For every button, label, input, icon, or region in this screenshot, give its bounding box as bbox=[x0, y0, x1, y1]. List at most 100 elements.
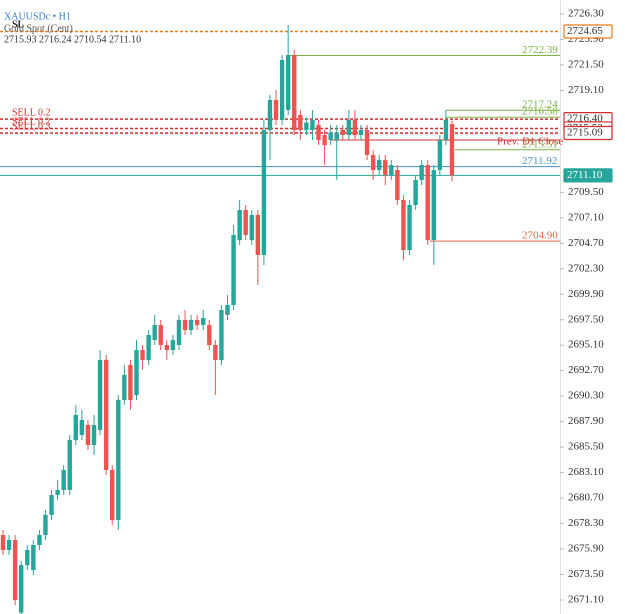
candle-body bbox=[61, 469, 66, 491]
candle-body bbox=[67, 440, 72, 491]
y-tick-label: 2690.30 bbox=[568, 390, 604, 402]
candle-body bbox=[328, 132, 333, 141]
candle-body bbox=[322, 135, 327, 146]
candle-body bbox=[364, 130, 370, 155]
order-label: SELL 0.3 bbox=[12, 121, 51, 132]
candle-body bbox=[389, 165, 394, 176]
candle-body bbox=[340, 130, 345, 136]
price-box bbox=[563, 125, 613, 141]
y-tick-label: 2687.90 bbox=[568, 415, 604, 427]
candle-body bbox=[134, 349, 139, 396]
level-price: 2722.39 bbox=[522, 44, 558, 56]
sl-label: SL bbox=[12, 19, 25, 30]
candle-body bbox=[267, 99, 273, 131]
candle-body bbox=[273, 99, 279, 120]
candle-body bbox=[249, 214, 254, 241]
candle-body bbox=[395, 170, 400, 200]
candle-body bbox=[182, 319, 188, 331]
candle-body bbox=[346, 119, 352, 136]
y-tick-label: 2695.10 bbox=[568, 339, 604, 351]
y-tick-label: 2709.50 bbox=[568, 186, 604, 198]
candle-body bbox=[358, 130, 364, 136]
level-price: 2704.90 bbox=[522, 230, 558, 242]
candle-body bbox=[73, 414, 79, 441]
candle-body bbox=[194, 319, 200, 326]
order-label: SELL 0.2 bbox=[12, 107, 51, 118]
candle-body bbox=[0, 535, 6, 550]
candle-body bbox=[243, 209, 248, 236]
candle-body bbox=[225, 304, 230, 315]
candle-body bbox=[6, 540, 12, 550]
level-price: 2716.58 bbox=[522, 106, 558, 118]
candle-body bbox=[407, 204, 412, 250]
candle-body bbox=[219, 309, 224, 360]
candle-body bbox=[449, 124, 455, 176]
candle-body bbox=[188, 319, 194, 331]
candle-body bbox=[49, 495, 54, 515]
candle-body bbox=[116, 399, 121, 520]
candle-body bbox=[164, 345, 170, 350]
candle-body bbox=[383, 160, 388, 176]
candle-body bbox=[376, 160, 382, 171]
candle-body bbox=[310, 119, 315, 131]
candle-body bbox=[279, 59, 285, 120]
candle-body bbox=[352, 119, 358, 136]
candle-body bbox=[443, 119, 449, 141]
candle-body bbox=[25, 549, 30, 566]
candle-body bbox=[122, 374, 127, 400]
candle-body bbox=[201, 318, 206, 326]
y-tick-label: 2692.70 bbox=[568, 364, 604, 376]
ohlc: 2715.93 2716.24 2710.54 2711.10 bbox=[4, 34, 141, 45]
y-tick-label: 2702.30 bbox=[568, 262, 604, 274]
candle-body bbox=[213, 345, 218, 360]
y-tick-label: 2685.50 bbox=[568, 441, 604, 453]
candle-body bbox=[140, 349, 145, 360]
candle-body bbox=[110, 469, 115, 520]
candle-body bbox=[85, 424, 91, 446]
candle-body bbox=[261, 130, 267, 255]
subtitle: Gold Spot (Cent) bbox=[4, 23, 73, 34]
candle-body bbox=[237, 209, 242, 241]
y-tick-label: 2673.50 bbox=[568, 568, 604, 580]
level-text: Prev. D1 Close bbox=[497, 136, 563, 148]
order-label: SELL 0.2 bbox=[12, 117, 51, 128]
candle-body bbox=[103, 359, 109, 470]
candle-body bbox=[31, 544, 36, 571]
candle-body bbox=[285, 54, 291, 110]
y-tick-label: 2671.10 bbox=[568, 594, 604, 606]
candle-body bbox=[334, 132, 339, 141]
candle-body bbox=[37, 535, 42, 545]
candle-body bbox=[91, 424, 97, 446]
y-tick-label: 2697.50 bbox=[568, 313, 604, 325]
candle-body bbox=[298, 114, 303, 131]
candle-body bbox=[19, 565, 24, 613]
candle-body bbox=[370, 154, 376, 171]
y-tick-label: 2680.70 bbox=[568, 492, 604, 504]
y-tick-label: 2707.10 bbox=[568, 211, 604, 223]
y-tick-label: 2726.30 bbox=[568, 8, 604, 20]
candle-body bbox=[255, 214, 261, 255]
price-label: 2715.09 bbox=[567, 127, 603, 139]
y-tick-label: 2699.90 bbox=[568, 288, 604, 300]
y-tick-label: 2678.30 bbox=[568, 517, 604, 529]
candle-body bbox=[316, 124, 321, 141]
level-price: 2713.51 bbox=[522, 138, 558, 150]
level-price: 2717.24 bbox=[522, 99, 558, 111]
candle-body bbox=[79, 419, 85, 436]
y-tick-label: 2719.10 bbox=[568, 84, 604, 96]
candle-body bbox=[176, 319, 182, 346]
y-tick-label: 2704.70 bbox=[568, 237, 604, 249]
price-label: 2711.10 bbox=[567, 169, 603, 181]
level-price: 2711.92 bbox=[522, 155, 557, 167]
symbol[interactable]: XAUUSDc • H1 bbox=[4, 11, 71, 22]
candle-body bbox=[425, 165, 430, 241]
candle-body bbox=[413, 180, 418, 205]
candle-body bbox=[207, 325, 212, 346]
candle-body bbox=[152, 325, 157, 341]
candle-body bbox=[146, 335, 151, 360]
price-box bbox=[563, 168, 613, 183]
candle-body bbox=[304, 122, 309, 131]
candle-body bbox=[437, 140, 443, 171]
price-box bbox=[563, 24, 613, 39]
